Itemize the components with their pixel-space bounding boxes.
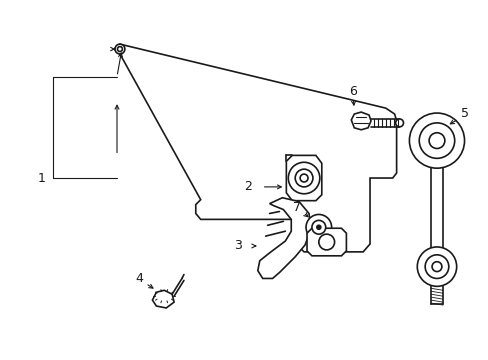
Polygon shape [257, 198, 310, 278]
Circle shape [288, 162, 319, 194]
Polygon shape [152, 290, 174, 308]
Circle shape [117, 46, 122, 51]
Polygon shape [114, 44, 396, 252]
Circle shape [428, 133, 444, 148]
Circle shape [424, 255, 448, 278]
Text: 4: 4 [136, 272, 143, 285]
Text: 1: 1 [37, 171, 45, 185]
Polygon shape [350, 112, 370, 130]
Circle shape [431, 262, 441, 271]
Polygon shape [286, 156, 321, 201]
Text: 6: 6 [348, 85, 357, 98]
Circle shape [395, 119, 403, 127]
Circle shape [300, 174, 307, 182]
Polygon shape [306, 228, 346, 256]
Circle shape [316, 225, 320, 229]
Text: 7: 7 [293, 201, 301, 214]
Text: 5: 5 [460, 107, 468, 120]
Circle shape [115, 44, 124, 54]
Circle shape [408, 113, 464, 168]
Circle shape [311, 220, 325, 234]
Circle shape [318, 234, 334, 250]
Circle shape [305, 215, 331, 240]
Circle shape [418, 123, 454, 158]
Text: 3: 3 [234, 239, 242, 252]
Circle shape [416, 247, 456, 286]
Text: 2: 2 [244, 180, 251, 193]
Circle shape [295, 169, 312, 187]
